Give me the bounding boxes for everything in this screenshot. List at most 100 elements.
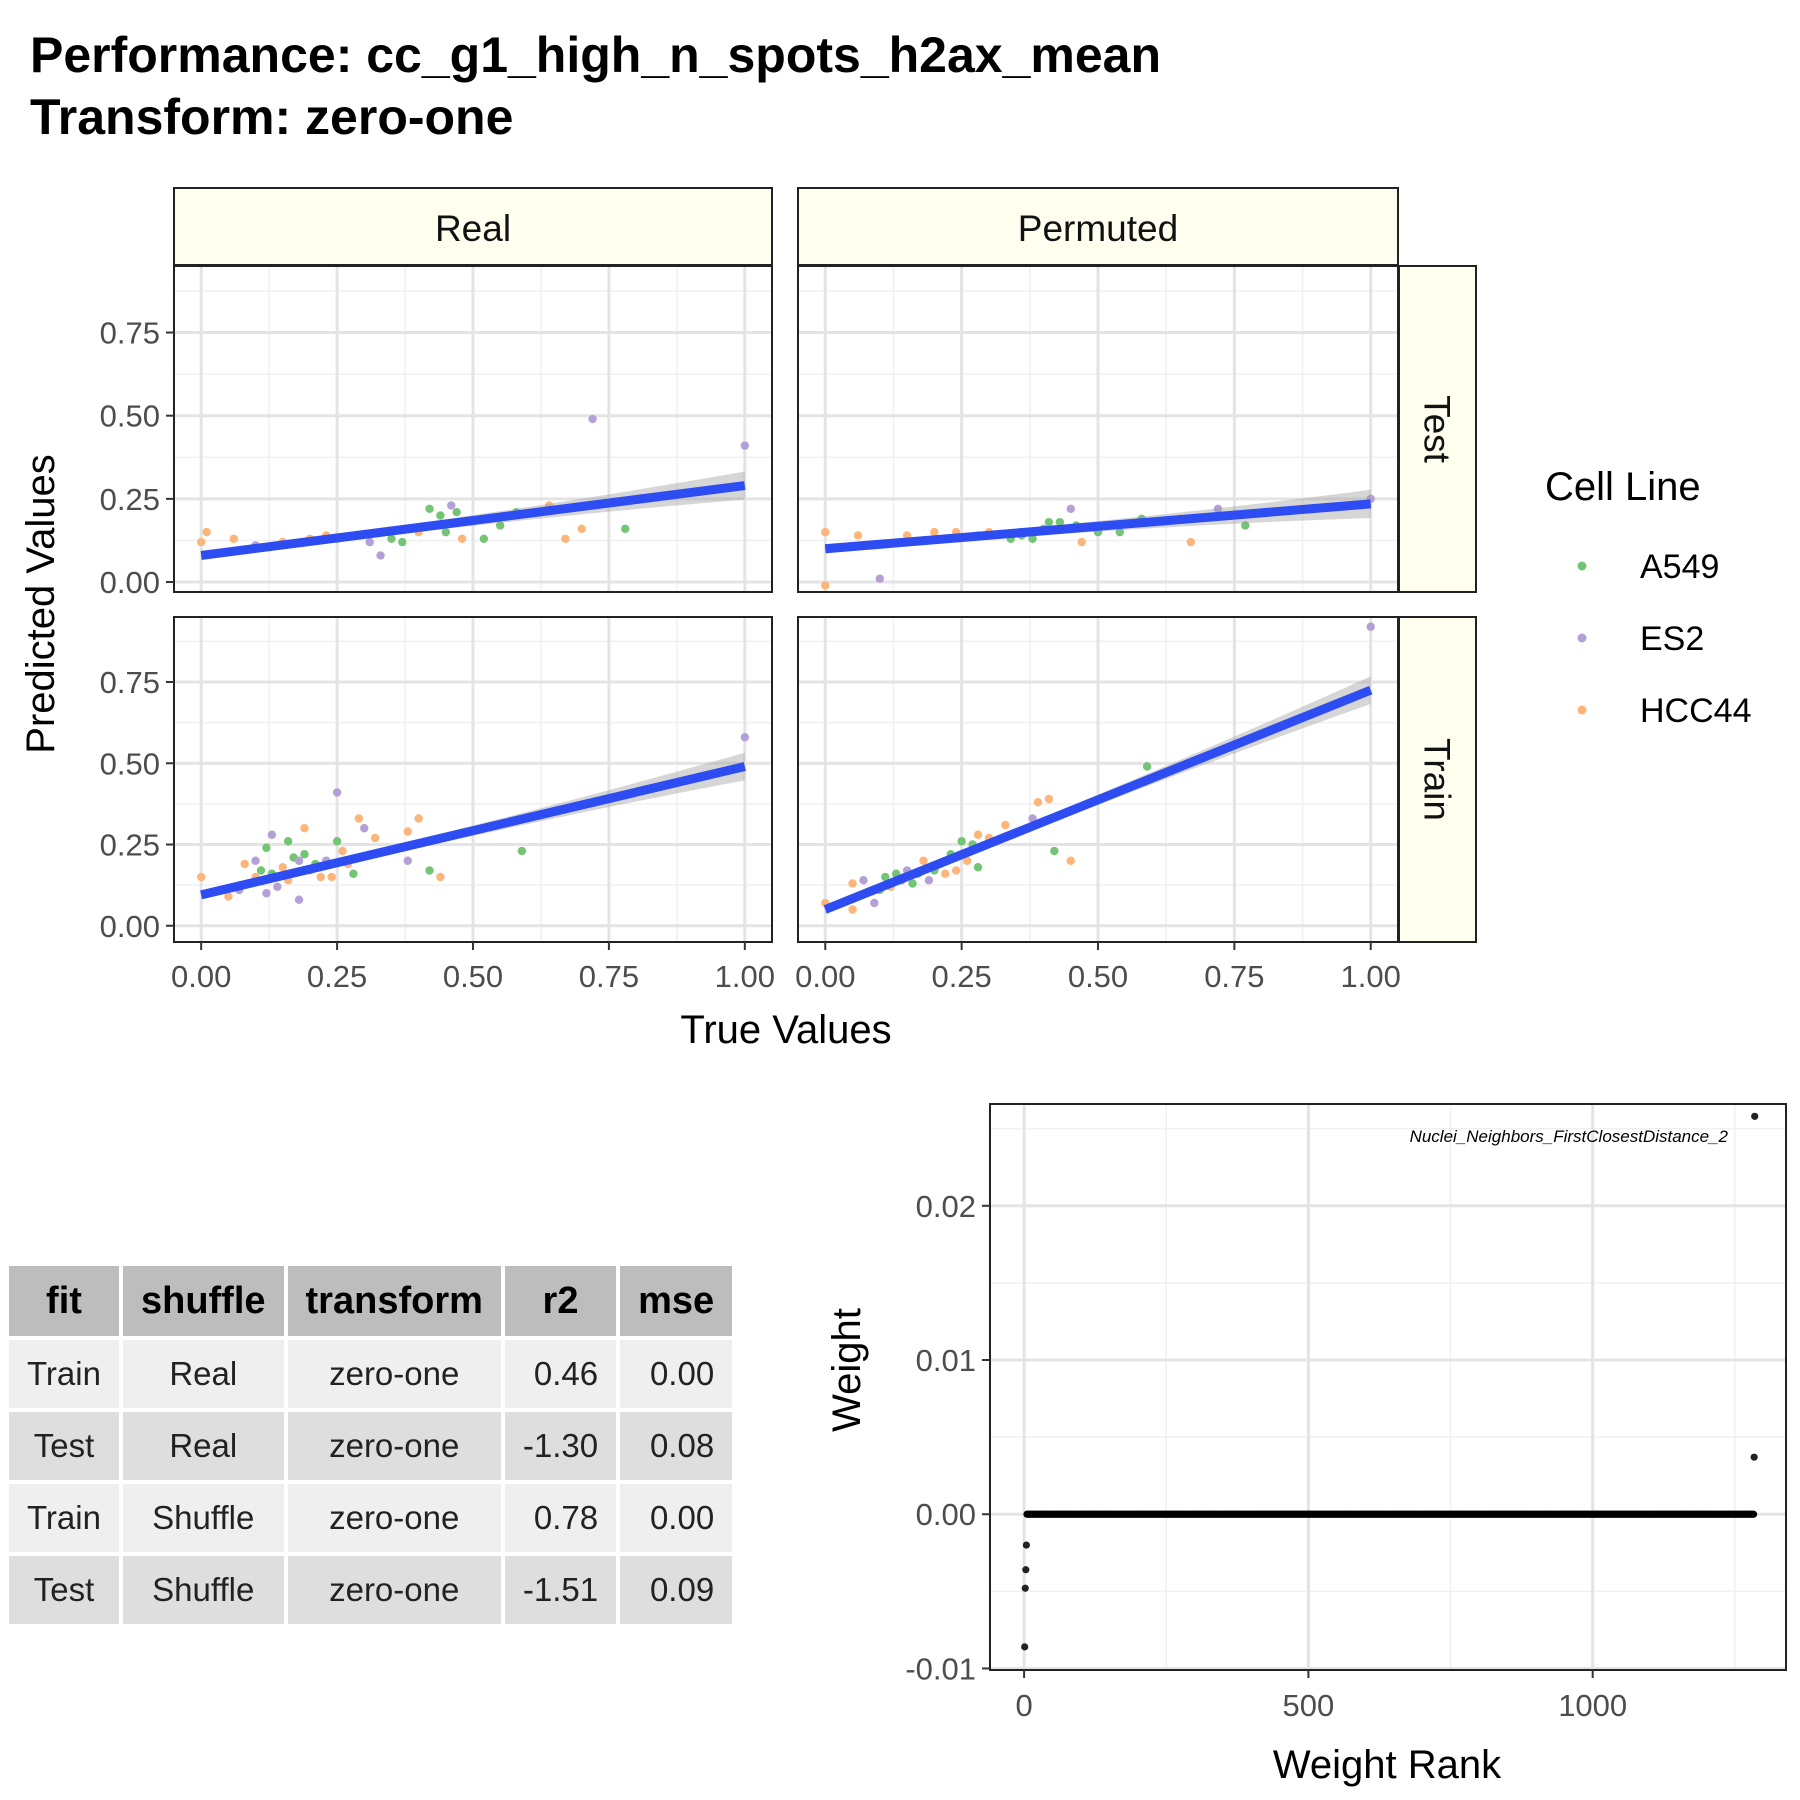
data-point [1186,537,1195,547]
data-point [354,814,364,823]
data-point [387,534,396,543]
data-point [1749,1510,1758,1518]
data-point [941,869,950,878]
x-tick-label: 0.00 [795,959,855,994]
cell-transform: zero-one [287,1412,501,1480]
data-point [973,863,983,872]
y-tick-label: 0.75 [100,316,160,351]
column-header-mse: mse [620,1266,733,1336]
data-point [1750,1453,1758,1461]
data-point [1028,534,1037,543]
x-tick-label: 0.00 [171,959,231,994]
y-tick-label: 0.75 [100,665,160,700]
legend-item: HCC44 [1577,692,1751,730]
data-point [332,788,342,797]
weight-plot: Nuclei_Neighbors_FirstClosestDistance_2 -… [905,1103,1787,1723]
table-row: Test Shuffle zero-one -1.51 0.09 [9,1556,733,1624]
data-point [1366,622,1375,631]
y-axis-label: Predicted Values [19,454,63,753]
data-point [457,534,467,543]
x-tick-label: 1.00 [715,959,775,994]
data-point [278,863,287,872]
weight-x-axis-label: Weight Rank [1273,1743,1502,1787]
data-point [1241,521,1250,530]
strip-column: Real [173,187,773,266]
data-point [349,869,358,878]
x-tick-label: 0.25 [931,959,991,994]
data-point [224,892,233,901]
zero-weight-points [1023,1510,1758,1518]
x-tick-label: 0.75 [579,959,639,994]
data-point [821,527,830,537]
strip-label: Permuted [1018,208,1178,249]
panel: 0.00 0.25 0.50 0.75 1.00 [795,616,1401,994]
data-point [300,850,309,859]
data-point [588,414,597,424]
legend-label: ES2 [1640,620,1704,658]
legend-item: ES2 [1577,620,1704,658]
strip-background [1398,616,1477,943]
cell-transform: zero-one [287,1484,501,1552]
data-point [240,859,249,869]
fit-line [200,762,746,900]
strip-label: Train [1417,738,1458,821]
data-point [196,537,206,547]
legend-label: HCC44 [1640,692,1751,730]
column-header-shuffle: shuffle [122,1266,284,1336]
data-point [294,895,304,904]
legend-title: Cell Line [1545,465,1701,509]
data-point [919,856,928,865]
data-point [740,441,750,450]
facet-grid: Real PermutedTestTrain0.000.250.500.750.0… [100,187,1477,994]
data-point [1050,846,1059,856]
data-point [360,824,369,833]
data-point [452,507,461,517]
column-header-transform: transform [287,1266,501,1336]
data-point [479,534,489,543]
chart-subtitle: Transform: zero-one [30,89,513,145]
x-tick-label: 0.75 [1204,959,1264,994]
cell-shuffle: Real [122,1340,284,1408]
column-header-r2: r2 [504,1266,617,1336]
data-point [267,830,277,839]
x-axis-label: True Values [680,1008,891,1052]
data-point [870,898,879,908]
x-tick-label: 1.00 [1341,959,1401,994]
data-point [875,574,885,583]
cell-fit: Test [9,1556,119,1624]
cell-shuffle: Real [122,1412,284,1480]
data-point [316,872,325,882]
data-point [1077,537,1086,547]
panel-background [990,1104,1786,1670]
data-point [821,581,830,590]
data-point [436,511,445,520]
data-point [202,527,211,537]
y-tick-label: 0.50 [100,399,160,434]
strip-background [1398,265,1477,593]
data-point [1044,517,1054,527]
panel-border [989,1103,1787,1671]
data-point [881,872,890,882]
data-point [1022,1541,1030,1549]
cell-fit: Train [9,1340,119,1408]
data-point [848,879,857,888]
data-point [848,905,857,914]
data-point [376,551,385,560]
data-point [294,856,304,865]
cell-r2: 0.46 [504,1340,617,1408]
chart-title: Performance: cc_g1_high_n_spots_h2ax_mea… [30,27,1161,83]
y-tick-label: 0.00 [916,1497,976,1532]
data-point [1751,1112,1759,1120]
cell-shuffle: Shuffle [122,1556,284,1624]
data-point [1115,527,1125,537]
cell-mse: 0.00 [620,1484,733,1552]
data-point [425,866,434,875]
data-point [1022,1566,1030,1574]
data-point [1066,504,1075,514]
table-row: Train Shuffle zero-one 0.78 0.00 [9,1484,733,1552]
data-point [957,837,966,846]
cell-transform: zero-one [287,1556,501,1624]
cell-r2: -1.30 [504,1412,617,1480]
data-point [436,872,445,882]
cell-mse: 0.09 [620,1556,733,1624]
